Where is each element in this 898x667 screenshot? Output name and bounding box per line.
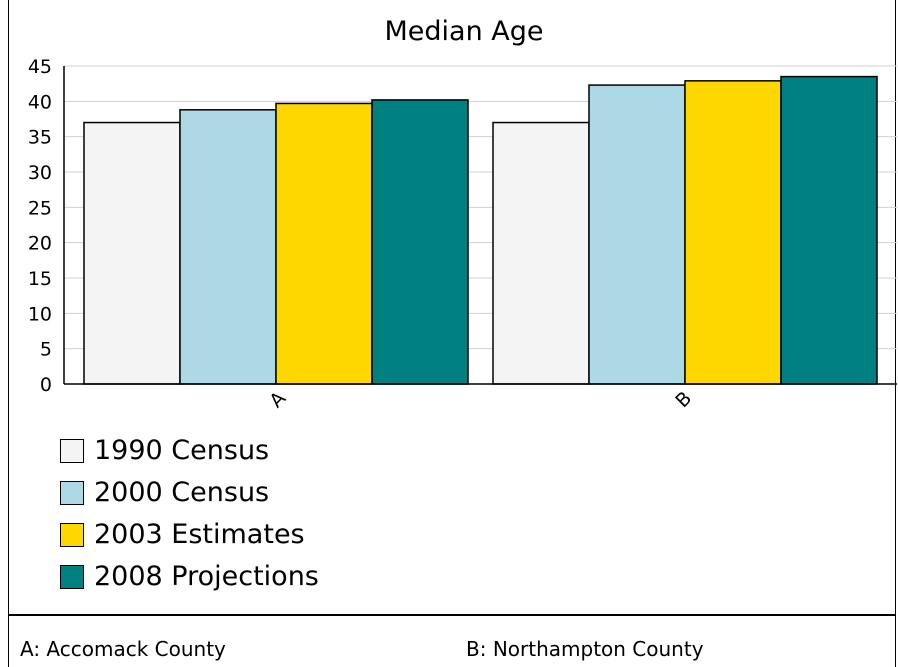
y-tick-label: 5 [40,339,52,361]
legend-item: 2008 Projections [60,556,319,598]
bar-B-3 [780,75,878,385]
bar-B-0 [492,121,590,385]
footnote-divider [8,614,896,616]
x-category-label: B [671,387,696,412]
legend-item: 2000 Census [60,472,319,514]
footnote-b: B: Northampton County [466,637,704,661]
legend-swatch [60,439,84,463]
y-tick-label: 30 [28,162,52,184]
legend-item: 1990 Census [60,430,319,472]
legend: 1990 Census 2000 Census 2003 Estimates 2008… [60,430,319,598]
chart-frame [8,0,896,667]
legend-label: 1990 Census [94,435,270,466]
y-tick-label: 15 [28,268,52,290]
legend-label: 2000 Census [94,477,270,508]
legend-item: 2003 Estimates [60,514,319,556]
legend-swatch [60,523,84,547]
y-tick-label: 0 [40,374,52,396]
y-tick-label: 45 [28,56,52,78]
y-axis-ticks: 0 5 10 15 20 25 30 35 40 45 [28,56,52,396]
bar-A-2 [275,102,373,385]
legend-swatch [60,481,84,505]
y-tick-label: 20 [28,233,52,255]
legend-label: 2008 Projections [94,561,319,592]
y-tick-label: 25 [28,197,52,219]
chart-title: Median Age [384,16,544,47]
bar-B-1 [588,84,686,385]
footnote-a: A: Accomack County [20,637,226,661]
legend-swatch [60,565,84,589]
bars [83,75,878,385]
bar-A-3 [371,99,469,385]
x-category-label: A [265,387,290,412]
bar-B-2 [684,80,782,385]
bar-A-0 [83,121,181,385]
y-tick-label: 35 [28,127,52,149]
bar-A-1 [179,109,277,385]
y-tick-label: 40 [28,91,52,113]
y-tick-label: 10 [28,303,52,325]
legend-label: 2003 Estimates [94,519,305,550]
